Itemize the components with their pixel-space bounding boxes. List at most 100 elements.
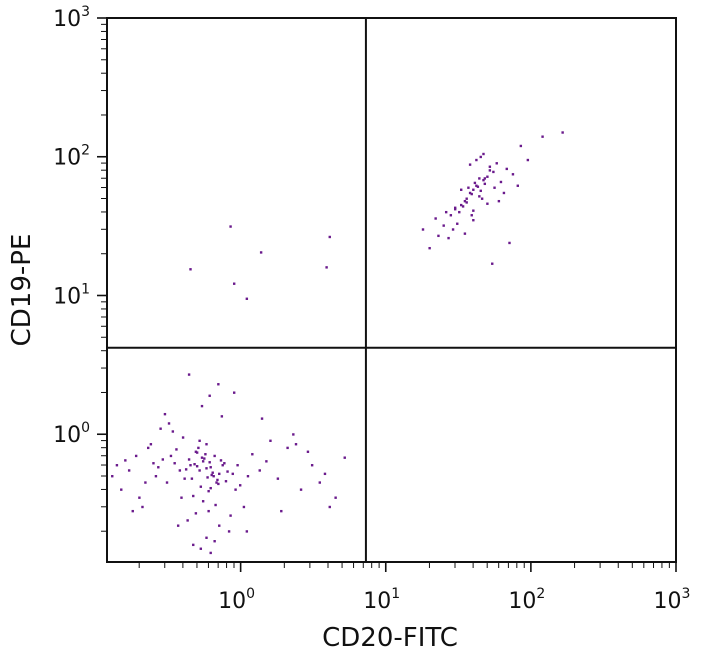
data-point: [486, 175, 489, 178]
data-point: [561, 131, 564, 134]
data-point: [204, 453, 207, 456]
data-point: [461, 205, 465, 208]
data-point: [269, 439, 272, 442]
data-point: [201, 460, 205, 463]
data-point: [442, 224, 445, 227]
data-point: [519, 144, 523, 148]
data-point: [492, 170, 495, 174]
data-point: [219, 459, 223, 462]
y-tick-label: 100: [53, 420, 90, 448]
x-tick-label: 100: [218, 586, 255, 614]
data-point: [216, 478, 219, 482]
data-point: [334, 496, 337, 499]
data-point: [169, 454, 173, 458]
data-point: [221, 464, 224, 467]
data-point: [328, 505, 331, 509]
data-point: [215, 481, 218, 484]
data-point: [226, 470, 229, 473]
data-point: [343, 456, 346, 459]
data-point: [149, 443, 153, 446]
data-point: [456, 222, 459, 225]
data-point: [208, 461, 211, 464]
data-point: [192, 543, 195, 547]
data-point: [526, 158, 530, 162]
data-point: [165, 481, 169, 484]
y-tick-label: 103: [53, 4, 90, 32]
data-point: [468, 191, 472, 195]
data-point: [276, 477, 280, 480]
data-point: [193, 463, 196, 466]
data-point: [189, 268, 192, 271]
data-point: [499, 180, 503, 184]
data-point: [447, 236, 450, 240]
data-point: [236, 464, 239, 467]
data-point: [453, 208, 457, 211]
data-point: [212, 475, 215, 478]
data-point: [205, 536, 208, 539]
data-point: [198, 439, 201, 442]
data-point: [234, 488, 237, 491]
data-point: [138, 496, 141, 499]
data-point: [199, 547, 203, 550]
x-tick-label: 103: [654, 586, 691, 614]
data-point: [541, 135, 544, 138]
data-point: [124, 459, 127, 462]
data-point: [516, 184, 519, 187]
data-point: [482, 178, 485, 182]
plot-frame: [106, 17, 677, 563]
data-point: [181, 436, 185, 439]
data-point: [265, 460, 268, 463]
data-point: [479, 189, 482, 193]
data-point: [134, 454, 138, 458]
data-point: [437, 234, 440, 238]
data-point: [192, 494, 195, 498]
data-point: [120, 488, 123, 491]
y-tick-label: 101: [53, 281, 90, 309]
data-point: [167, 422, 171, 425]
data-point: [183, 477, 186, 480]
data-point: [197, 446, 200, 450]
data-point: [194, 512, 198, 515]
data-point: [194, 450, 198, 453]
data-point: [161, 458, 165, 461]
data-point: [245, 530, 249, 533]
data-point: [458, 210, 461, 214]
data-point: [171, 430, 175, 433]
data-point: [209, 551, 212, 555]
y-axis-title: CD19-PE: [7, 234, 37, 347]
data-point: [115, 464, 119, 467]
data-point: [251, 453, 254, 456]
data-point: [472, 219, 475, 222]
data-point: [310, 464, 314, 467]
data-point: [213, 454, 216, 458]
data-point: [211, 471, 214, 474]
data-point: [205, 443, 208, 446]
data-point: [495, 162, 498, 165]
data-point: [195, 451, 199, 454]
data-point: [184, 468, 188, 471]
data-point: [421, 228, 425, 231]
x-tick-label: 101: [363, 586, 400, 614]
data-point: [292, 433, 295, 436]
data-point: [127, 469, 131, 472]
data-point: [258, 469, 261, 472]
data-point: [479, 155, 482, 159]
data-point: [294, 443, 298, 446]
data-point: [478, 195, 481, 198]
data-point: [159, 427, 162, 430]
data-point: [463, 232, 467, 235]
data-point: [465, 201, 468, 204]
data-point: [473, 181, 477, 185]
data-point: [482, 152, 485, 156]
data-point: [189, 464, 192, 467]
x-tick-label: 102: [508, 586, 545, 614]
data-point: [111, 475, 114, 478]
data-point: [449, 214, 453, 217]
data-point: [173, 462, 176, 465]
data-point: [218, 472, 221, 476]
data-point: [475, 158, 478, 162]
data-point: [229, 225, 232, 228]
data-point: [210, 473, 213, 477]
data-point: [231, 472, 234, 476]
data-point: [475, 184, 478, 187]
